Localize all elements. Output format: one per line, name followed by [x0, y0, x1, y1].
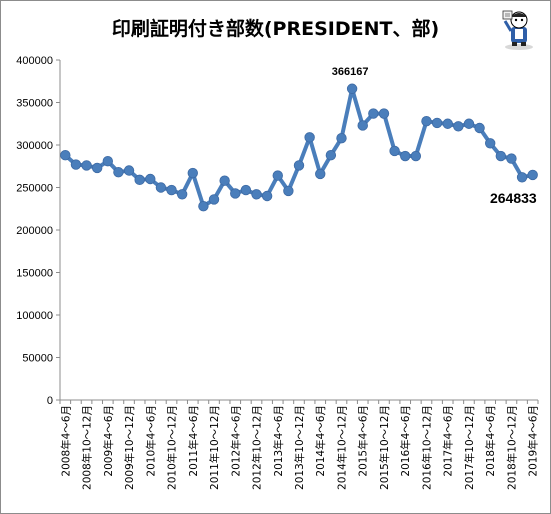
data-point: [485, 138, 496, 149]
data-point: [251, 189, 262, 200]
data-point: [198, 200, 209, 212]
x-tick-label: 2011年4～6月: [187, 405, 200, 477]
data-point: [357, 120, 368, 131]
x-tick-label: 2010年10～12月: [166, 405, 179, 490]
data-point: [304, 132, 315, 143]
data-label-last: 264833: [490, 190, 537, 206]
data-point: [368, 108, 379, 119]
data-point: [346, 83, 358, 94]
x-tick-label: 2018年10～12月: [505, 405, 518, 490]
x-tick-label: 2016年10～12月: [420, 405, 433, 490]
x-tick-label: 2011年10～12月: [208, 405, 221, 490]
mascot-character-icon: [502, 10, 533, 50]
x-tick-label: 2015年10～12月: [378, 405, 391, 490]
data-point: [495, 150, 507, 162]
data-point: [283, 185, 294, 197]
data-point: [336, 132, 347, 144]
data-point: [208, 194, 220, 205]
data-labels: 366167 264833: [332, 66, 537, 206]
x-tick-label: 2018年4～6月: [484, 405, 497, 477]
x-tick-label: 2017年10～12月: [463, 405, 476, 490]
data-point: [113, 166, 124, 178]
y-axis-ticks: 0 50000 100000 150000 200000 250000 300000 3500…: [16, 55, 60, 407]
x-tick-label: 2009年4～6月: [102, 405, 115, 477]
data-point: [166, 184, 177, 196]
x-tick-label: 2012年4～6月: [229, 405, 242, 477]
data-point: [240, 184, 252, 196]
data-point: [400, 150, 411, 162]
data-point: [410, 150, 422, 162]
data-label-peak: 366167: [332, 66, 369, 78]
x-tick-label: 2015年4～6月: [357, 405, 370, 477]
series-polyline: [63, 86, 534, 209]
x-tick-label: 2008年10～12月: [81, 405, 94, 490]
data-point: [230, 188, 241, 199]
data-point: [91, 162, 103, 174]
x-tick-label: 2013年4～6月: [272, 405, 285, 477]
y-tick-label: 150000: [16, 268, 53, 280]
data-point: [474, 122, 485, 134]
x-tick-label: 2008年4～6月: [59, 405, 72, 477]
data-point: [527, 169, 538, 181]
data-point: [315, 168, 326, 180]
data-point: [431, 117, 443, 129]
y-tick-label: 250000: [16, 183, 53, 195]
series-line: [63, 86, 534, 209]
data-point: [60, 149, 71, 161]
y-tick-label: 0: [47, 395, 53, 407]
y-tick-label: 100000: [16, 310, 53, 322]
x-axis-ticks: 2008年4～6月 2008年10～12月 2009年4～6月 2009年10～12月…: [59, 400, 540, 490]
data-point: [325, 149, 337, 161]
data-point: [81, 160, 92, 171]
data-point: [219, 175, 230, 186]
x-tick-label: 2013年10～12月: [293, 405, 306, 490]
x-tick-label: 2014年4～6月: [314, 405, 327, 477]
data-point: [176, 189, 188, 200]
data-point: [187, 167, 198, 179]
data-point: [123, 165, 135, 176]
data-point: [261, 190, 273, 202]
x-tick-label: 2014年10～12月: [335, 405, 348, 490]
chart-title: 印刷証明付き部数(PRESIDENT、部): [111, 18, 440, 40]
y-tick-label: 200000: [16, 225, 53, 237]
x-tick-label: 2009年10～12月: [123, 405, 136, 490]
data-point: [506, 153, 517, 164]
chart-axes: [59, 60, 538, 401]
data-point: [272, 170, 283, 181]
y-tick-label: 300000: [16, 140, 53, 152]
x-tick-label: 2012年10～12月: [251, 405, 264, 490]
data-point: [145, 173, 156, 185]
y-tick-label: 350000: [16, 98, 53, 110]
data-point: [102, 155, 114, 167]
data-point: [442, 118, 453, 129]
data-point: [378, 108, 390, 119]
x-tick-label: 2017年4～6月: [442, 405, 455, 477]
y-tick-label: 50000: [22, 353, 53, 365]
data-point: [134, 174, 145, 186]
data-point: [293, 160, 305, 171]
data-point: [463, 118, 475, 129]
data-point: [421, 115, 432, 127]
data-point: [389, 145, 400, 157]
y-tick-label: 400000: [16, 55, 53, 67]
data-point: [70, 159, 82, 170]
data-point: [155, 182, 167, 193]
data-point: [453, 121, 464, 132]
x-tick-label: 2016年4～6月: [399, 405, 412, 477]
x-tick-label: 2010年4～6月: [144, 405, 157, 477]
data-point: [516, 172, 528, 183]
x-tick-label: 2019年4～6月: [527, 405, 540, 477]
series-points: [60, 83, 538, 212]
